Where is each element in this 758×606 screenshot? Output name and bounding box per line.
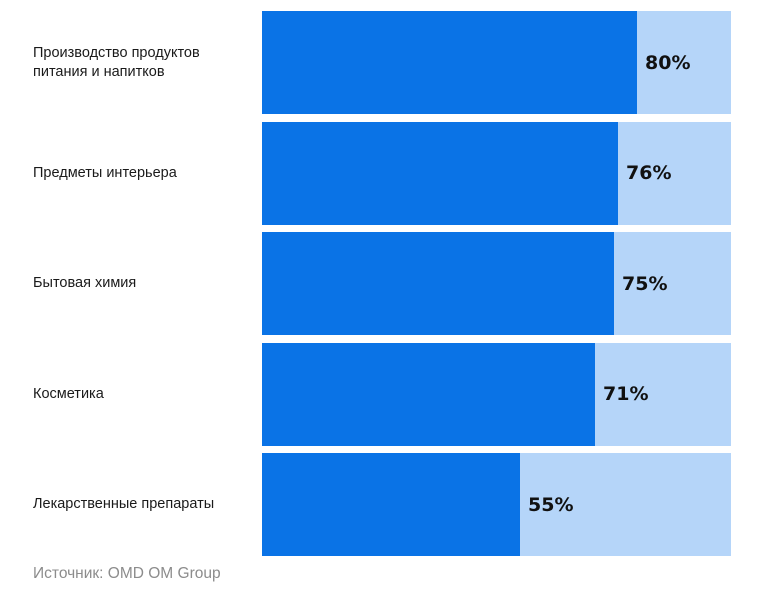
bar-remainder: 80% [262, 11, 731, 114]
bar-row: Предметы интерьера 76% [0, 121, 758, 225]
value-label: 76% [626, 162, 672, 184]
bar-row: Лекарственные препараты 55% [0, 453, 758, 556]
value-label: 71% [603, 383, 649, 405]
category-label: Косметика [33, 385, 104, 402]
bar-row: Производство продуктов питания и напитко… [0, 11, 758, 114]
bar [262, 342, 595, 446]
value-label: 80% [645, 51, 691, 74]
bar-remainder: 76% [262, 121, 731, 225]
bar [262, 121, 618, 225]
category-label: Лекарственные препараты [33, 496, 215, 512]
value-label: 55% [528, 493, 574, 516]
bar-row: Бытовая химия 75% [0, 232, 758, 335]
category-label: Производство продуктов питания и напитко… [33, 44, 200, 80]
bar-remainder: 55% [262, 453, 731, 556]
bar-remainder: 75% [262, 232, 731, 335]
value-label: 75% [622, 272, 668, 295]
bar-remainder: 71% [262, 342, 731, 446]
bar [262, 232, 614, 335]
bar [262, 453, 520, 556]
category-label: Предметы интерьера [33, 164, 177, 181]
category-label: Бытовая химия [33, 275, 137, 291]
source-note: Источник: OMD OM Group [33, 565, 221, 582]
bar-row: Косметика 71% [0, 342, 758, 446]
bar [262, 11, 637, 114]
